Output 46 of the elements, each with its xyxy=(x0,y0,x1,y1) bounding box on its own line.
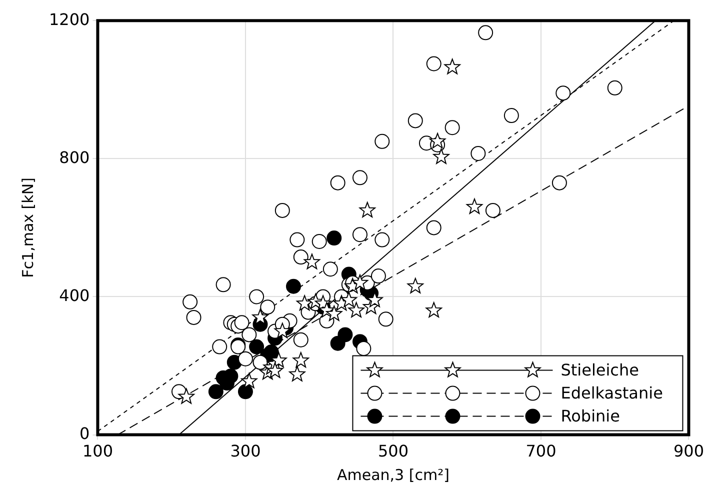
point xyxy=(338,327,353,342)
point xyxy=(326,230,342,246)
point xyxy=(340,292,358,308)
point xyxy=(234,315,250,330)
point xyxy=(223,368,238,384)
y-tick-label: 800 xyxy=(59,148,90,167)
y-tick-label: 400 xyxy=(59,286,90,305)
point xyxy=(264,344,279,360)
point xyxy=(407,278,424,294)
y-axis-title: Fc1,max [kN] xyxy=(18,178,37,278)
point xyxy=(348,302,364,318)
point xyxy=(426,302,442,318)
x-tick-label: 900 xyxy=(673,442,704,461)
y-tick-label: 0 xyxy=(80,424,90,443)
point xyxy=(292,352,309,368)
point xyxy=(359,202,376,218)
point xyxy=(252,308,268,324)
point xyxy=(274,322,291,338)
point xyxy=(433,148,450,164)
point xyxy=(366,292,383,308)
point xyxy=(286,278,301,294)
point xyxy=(270,352,287,368)
point xyxy=(444,58,460,74)
x-tick-label: 300 xyxy=(230,442,261,461)
point xyxy=(249,339,264,354)
point xyxy=(429,132,446,148)
point xyxy=(466,198,483,214)
point xyxy=(208,384,224,400)
x-axis-title: Amean,3 [cm²] xyxy=(336,466,450,484)
point xyxy=(241,372,258,388)
legend-label: Stieleiche xyxy=(560,360,639,380)
x-tick-label: 500 xyxy=(378,442,408,461)
x-tick-label: 100 xyxy=(82,442,113,461)
point xyxy=(296,295,313,311)
point xyxy=(238,384,253,400)
point xyxy=(266,362,284,378)
point xyxy=(178,388,194,404)
legend-label: Edelkastanie xyxy=(560,383,663,402)
point xyxy=(304,254,320,270)
point xyxy=(289,366,306,382)
x-tick-label: 700 xyxy=(526,442,556,461)
point xyxy=(326,305,342,321)
y-tick-label: 1200 xyxy=(49,10,90,29)
point xyxy=(352,274,368,290)
legend-label: Robinie xyxy=(560,406,620,426)
point xyxy=(356,341,372,356)
